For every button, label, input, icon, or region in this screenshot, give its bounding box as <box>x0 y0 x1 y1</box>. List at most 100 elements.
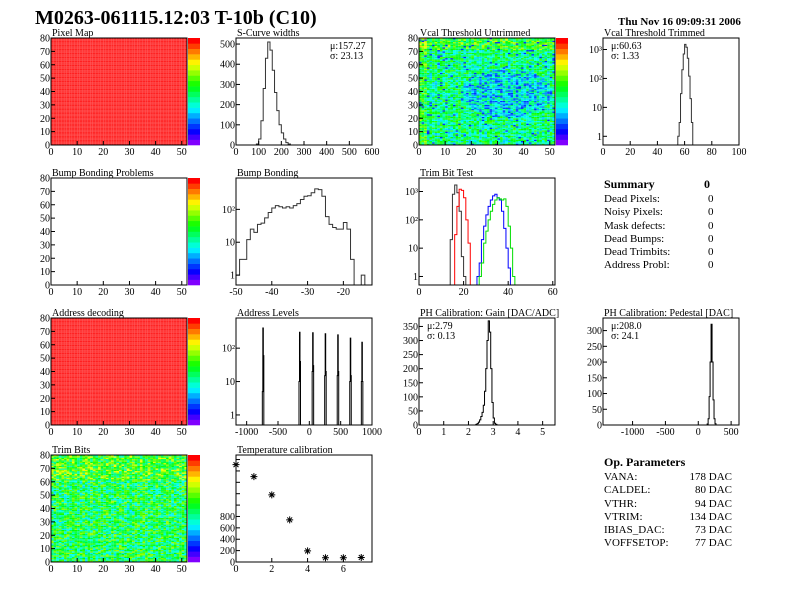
heatmap-cell <box>90 53 94 56</box>
heatmap-cell <box>105 73 109 76</box>
heatmap-cell <box>124 48 128 51</box>
heatmap-cell <box>124 142 128 144</box>
heatmap-cell <box>126 126 130 128</box>
heatmap-cell <box>434 79 438 81</box>
heatmap-cell <box>61 83 65 85</box>
heatmap-cell <box>160 51 164 53</box>
heatmap-cell <box>69 115 73 118</box>
heatmap-cell <box>419 130 422 132</box>
heatmap-cell <box>158 112 162 115</box>
heatmap-cell <box>79 132 83 135</box>
heatmap-cell <box>74 112 78 115</box>
heatmap-cell <box>163 41 167 44</box>
heatmap-cell <box>69 44 73 47</box>
heatmap-cell <box>429 138 433 140</box>
heatmap-cell <box>173 140 177 143</box>
heatmap-cell <box>165 67 169 69</box>
heatmap-cell <box>121 51 125 53</box>
heatmap-cell <box>434 84 438 87</box>
heatmap-cell <box>137 122 141 124</box>
heatmap-cell <box>437 60 440 63</box>
heatmap-cell <box>90 114 94 116</box>
heatmap-cell <box>124 63 128 65</box>
heatmap-cell <box>158 98 162 100</box>
heatmap-cell <box>163 80 167 83</box>
heatmap-cell <box>434 87 438 89</box>
heatmap-cell <box>145 48 148 51</box>
heatmap-cell <box>421 103 425 105</box>
heatmap-cell <box>147 116 151 119</box>
heatmap-cell <box>152 59 156 61</box>
heatmap-cell <box>439 92 443 95</box>
heatmap-cell <box>118 52 122 55</box>
heatmap-cell <box>71 68 75 71</box>
heatmap-cell <box>121 69 125 72</box>
heatmap-cell <box>92 48 96 51</box>
heatmap-cell <box>145 59 148 61</box>
heatmap-cell <box>108 142 112 144</box>
heatmap-cell <box>79 106 83 108</box>
heatmap-cell <box>90 68 94 71</box>
heatmap-cell <box>95 132 99 135</box>
heatmap-cell <box>95 39 99 41</box>
heatmap-cell <box>74 73 78 76</box>
heatmap-cell <box>155 94 159 96</box>
heatmap-cell <box>131 79 135 81</box>
heatmap-cell <box>103 114 107 116</box>
heatmap-cell <box>439 38 443 40</box>
heatmap-cell <box>179 98 182 100</box>
heatmap-cell <box>103 126 107 128</box>
heatmap-cell <box>155 82 159 84</box>
heatmap-cell <box>87 95 91 98</box>
heatmap-cell <box>432 72 435 75</box>
heatmap-cell <box>58 45 62 48</box>
heatmap-cell <box>152 49 156 52</box>
heatmap-cell <box>424 122 427 124</box>
heatmap-cell <box>84 87 88 90</box>
heatmap-cell <box>168 64 172 67</box>
heatmap-cell <box>429 58 433 60</box>
heatmap-cell <box>145 110 148 112</box>
heatmap-cell <box>434 138 438 140</box>
heatmap-cell <box>105 91 109 94</box>
heatmap-cell <box>58 57 62 60</box>
heatmap-cell <box>111 65 114 68</box>
heatmap-cell <box>66 123 70 126</box>
heatmap-cell <box>116 78 120 80</box>
heatmap-cell <box>429 86 433 88</box>
heatmap-cell <box>419 134 422 136</box>
heatmap-cell <box>129 61 133 64</box>
heatmap-cell <box>176 116 180 119</box>
heatmap-cell <box>116 71 120 73</box>
heatmap-cell <box>95 75 99 77</box>
heatmap-cell <box>147 142 151 144</box>
heatmap-cell <box>419 47 422 49</box>
heatmap-cell <box>71 64 75 67</box>
heatmap-cell <box>92 110 96 112</box>
heatmap-cell <box>58 84 62 87</box>
heatmap-cell <box>429 100 433 103</box>
heatmap-cell <box>79 83 83 85</box>
heatmap-cell <box>131 78 135 80</box>
heatmap-cell <box>179 122 182 124</box>
heatmap-cell <box>176 136 180 139</box>
heatmap-cell <box>150 71 154 73</box>
heatmap-cell <box>434 136 438 139</box>
heatmap-cell <box>92 86 96 88</box>
heatmap-cell <box>142 100 146 103</box>
heatmap-cell <box>442 108 446 111</box>
heatmap-cell <box>155 78 159 80</box>
heatmap-cell <box>126 41 130 44</box>
heatmap-cell <box>152 55 156 57</box>
heatmap-cell <box>147 65 151 68</box>
heatmap-cell <box>103 76 107 79</box>
heatmap-cell <box>66 95 70 98</box>
heatmap-cell <box>439 86 443 88</box>
heatmap-cell <box>58 100 62 103</box>
heatmap-cell <box>61 99 65 102</box>
heatmap-cell <box>439 88 443 91</box>
heatmap-cell <box>116 92 120 95</box>
heatmap-cell <box>421 40 425 43</box>
heatmap-cell <box>421 120 425 123</box>
heatmap-cell <box>424 38 427 40</box>
